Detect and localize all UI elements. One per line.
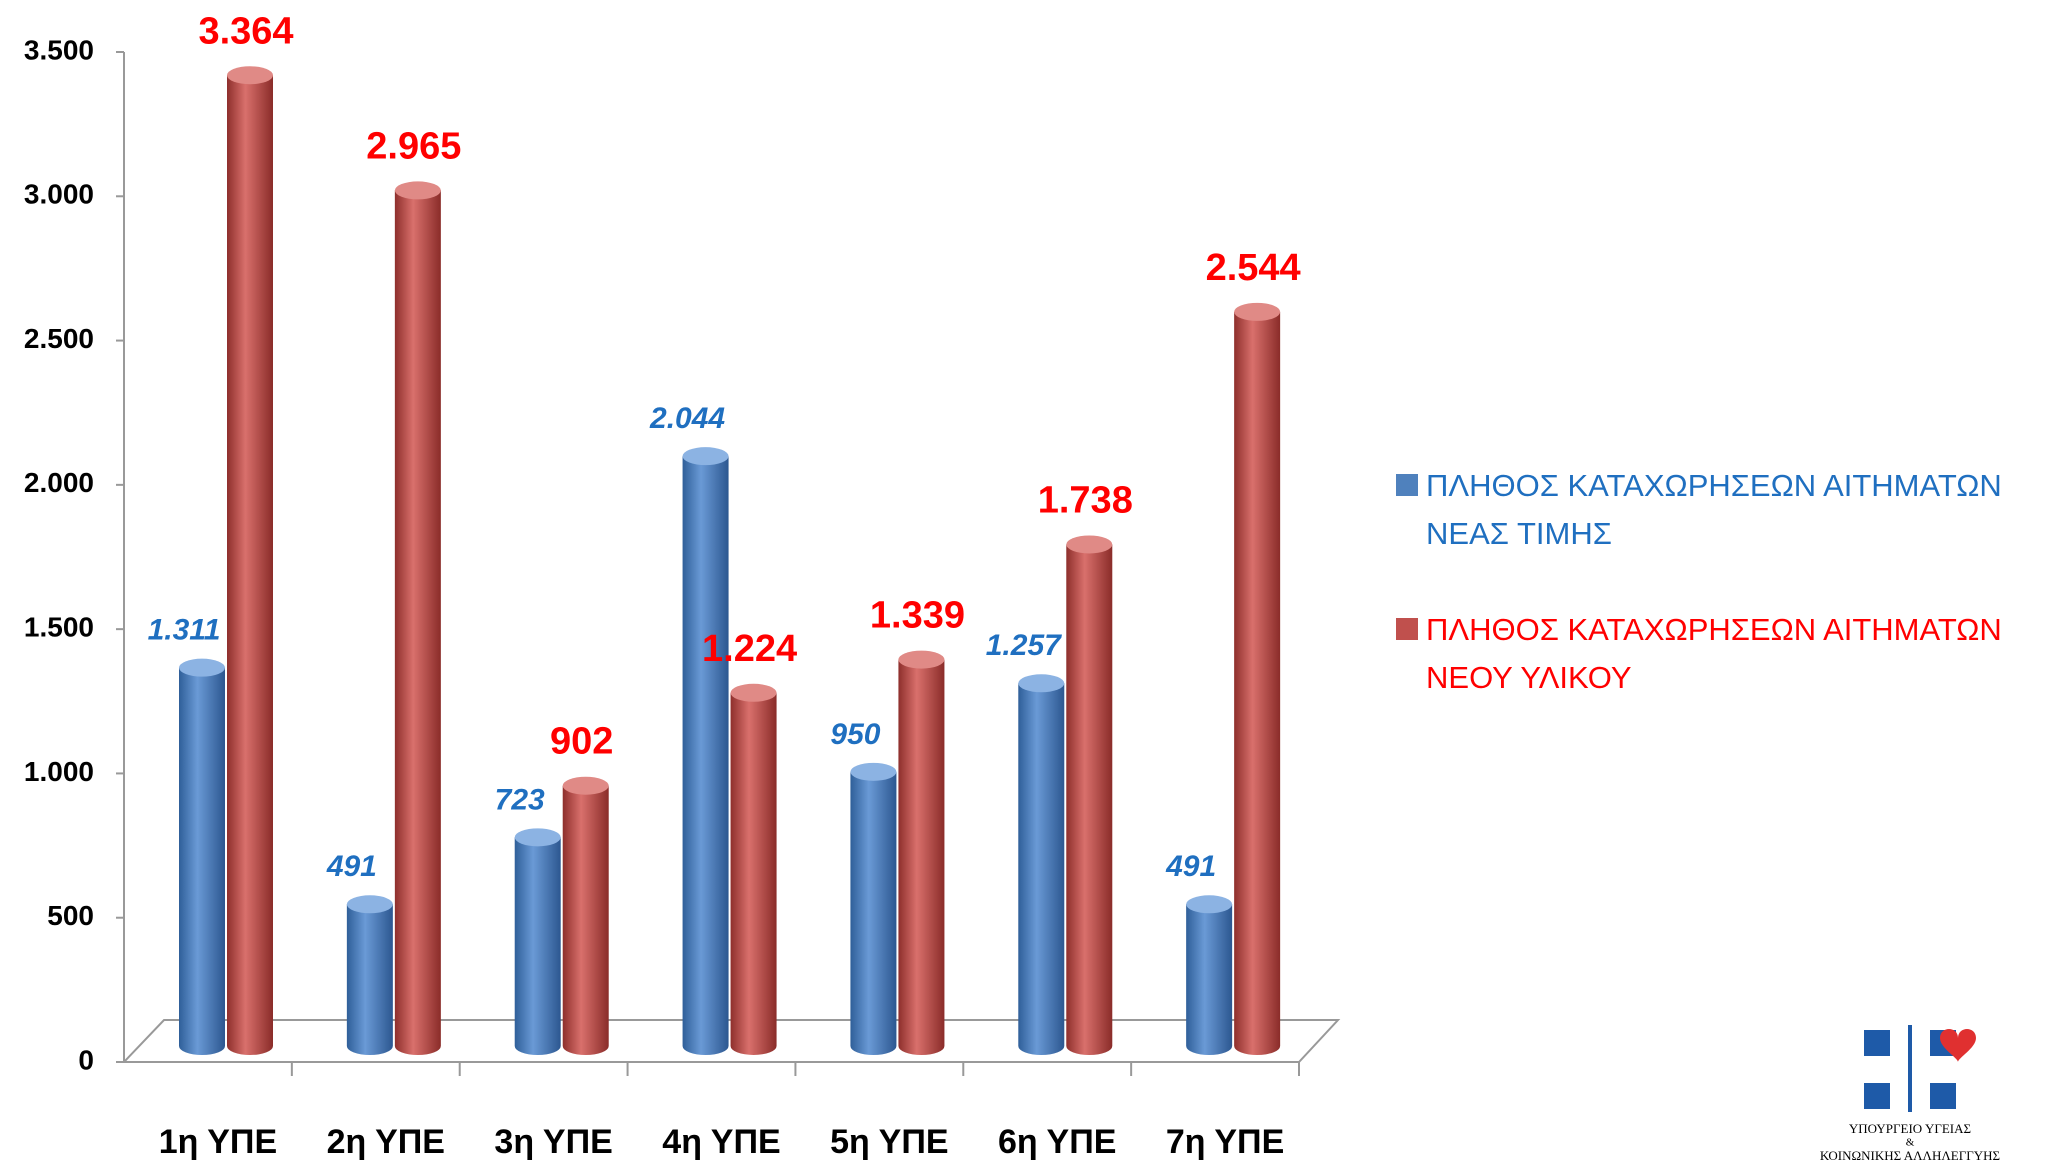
x-tick-label: 5η ΥΠΕ bbox=[830, 1123, 948, 1161]
bar bbox=[682, 456, 729, 1055]
bar-top bbox=[227, 66, 273, 85]
data-label: 491 bbox=[326, 850, 377, 883]
y-tick-label: 1.000 bbox=[24, 756, 94, 787]
data-label: 491 bbox=[1165, 850, 1216, 883]
x-tick-label: 4η ΥΠΕ bbox=[662, 1123, 780, 1161]
data-label: 902 bbox=[550, 721, 613, 763]
bar bbox=[1234, 311, 1281, 1056]
logo bbox=[1864, 1025, 1976, 1112]
logo-text: ΥΠΟΥΡΓΕΙΟ ΥΓΕΙΑΣ bbox=[1849, 1121, 1971, 1136]
x-tick-label: 6η ΥΠΕ bbox=[998, 1123, 1116, 1161]
bar-top bbox=[514, 828, 561, 847]
y-tick-label: 1.500 bbox=[24, 612, 94, 643]
bar-top bbox=[682, 447, 729, 466]
y-tick-label: 3.000 bbox=[24, 179, 94, 210]
bar-top bbox=[850, 762, 897, 781]
legend-label: ΠΛΗΘΟΣ ΚΑΤΑΧΩΡΗΣΕΩΝ ΑΙΤΗΜΑΤΩΝ ΝΕΑΣ ΤΙΜΗΣ bbox=[1426, 468, 2002, 551]
bar-top bbox=[1234, 302, 1281, 321]
data-label: 2.965 bbox=[366, 125, 461, 167]
legend-item: ΠΛΗΘΟΣ ΚΑΤΑΧΩΡΗΣΕΩΝ ΑΙΤΗΜΑΤΩΝ ΝΕΑΣ ΤΙΜΗΣ bbox=[1396, 462, 2046, 558]
bar bbox=[730, 692, 777, 1055]
data-label: 723 bbox=[495, 783, 545, 816]
bar bbox=[1066, 544, 1113, 1055]
bar-top bbox=[179, 658, 225, 677]
x-tick-label: 1η ΥΠΕ bbox=[159, 1123, 277, 1161]
y-tick-label: 0 bbox=[78, 1044, 94, 1075]
y-tick-label: 3.500 bbox=[24, 34, 94, 65]
data-label: 1.311 bbox=[148, 614, 221, 647]
logo-text: & bbox=[1906, 1137, 1915, 1149]
bar-top bbox=[562, 776, 609, 795]
bar bbox=[514, 837, 561, 1055]
data-label: 950 bbox=[830, 718, 880, 751]
bar-top bbox=[1018, 674, 1065, 693]
y-tick-label: 2.000 bbox=[24, 467, 94, 498]
data-label: 1.257 bbox=[986, 629, 1062, 662]
data-label: 3.364 bbox=[198, 10, 293, 52]
bar bbox=[562, 785, 609, 1055]
x-tick-label: 3η ΥΠΕ bbox=[494, 1123, 612, 1161]
data-label: 1.738 bbox=[1038, 479, 1133, 521]
legend-label: ΠΛΗΘΟΣ ΚΑΤΑΧΩΡΗΣΕΩΝ ΑΙΤΗΜΑΤΩΝ ΝΕΟΥ ΥΛΙΚΟ… bbox=[1426, 612, 2002, 695]
bar bbox=[179, 667, 225, 1055]
bar bbox=[898, 659, 945, 1055]
legend-item: ΠΛΗΘΟΣ ΚΑΤΑΧΩΡΗΣΕΩΝ ΑΙΤΗΜΑΤΩΝ ΝΕΟΥ ΥΛΙΚΟ… bbox=[1396, 606, 2046, 702]
bar bbox=[850, 771, 897, 1055]
x-tick-label: 2η ΥΠΕ bbox=[327, 1123, 445, 1161]
x-tick-label: 7η ΥΠΕ bbox=[1166, 1123, 1284, 1161]
data-label: 2.544 bbox=[1206, 247, 1301, 289]
bar-top bbox=[1066, 535, 1113, 554]
bar-top bbox=[898, 650, 945, 669]
bar bbox=[227, 75, 273, 1055]
data-label: 1.224 bbox=[702, 628, 797, 670]
bar-top bbox=[730, 683, 777, 702]
bar bbox=[1186, 904, 1233, 1055]
legend-swatch bbox=[1396, 618, 1418, 640]
logo-text: ΚΟΙΝΩΝΙΚΗΣ ΑΛΛΗΛΕΓΓΥΗΣ bbox=[1820, 1148, 2000, 1163]
y-tick-label: 2.500 bbox=[24, 323, 94, 354]
bar-top bbox=[1186, 895, 1233, 914]
y-tick-label: 500 bbox=[47, 900, 94, 931]
bar-top bbox=[346, 895, 393, 914]
data-label: 1.339 bbox=[870, 595, 965, 637]
legend-swatch bbox=[1396, 474, 1418, 496]
bar bbox=[346, 904, 393, 1055]
bar bbox=[394, 190, 441, 1055]
bar bbox=[1018, 683, 1065, 1055]
bar-top bbox=[394, 181, 441, 200]
data-label: 2.044 bbox=[649, 402, 725, 435]
